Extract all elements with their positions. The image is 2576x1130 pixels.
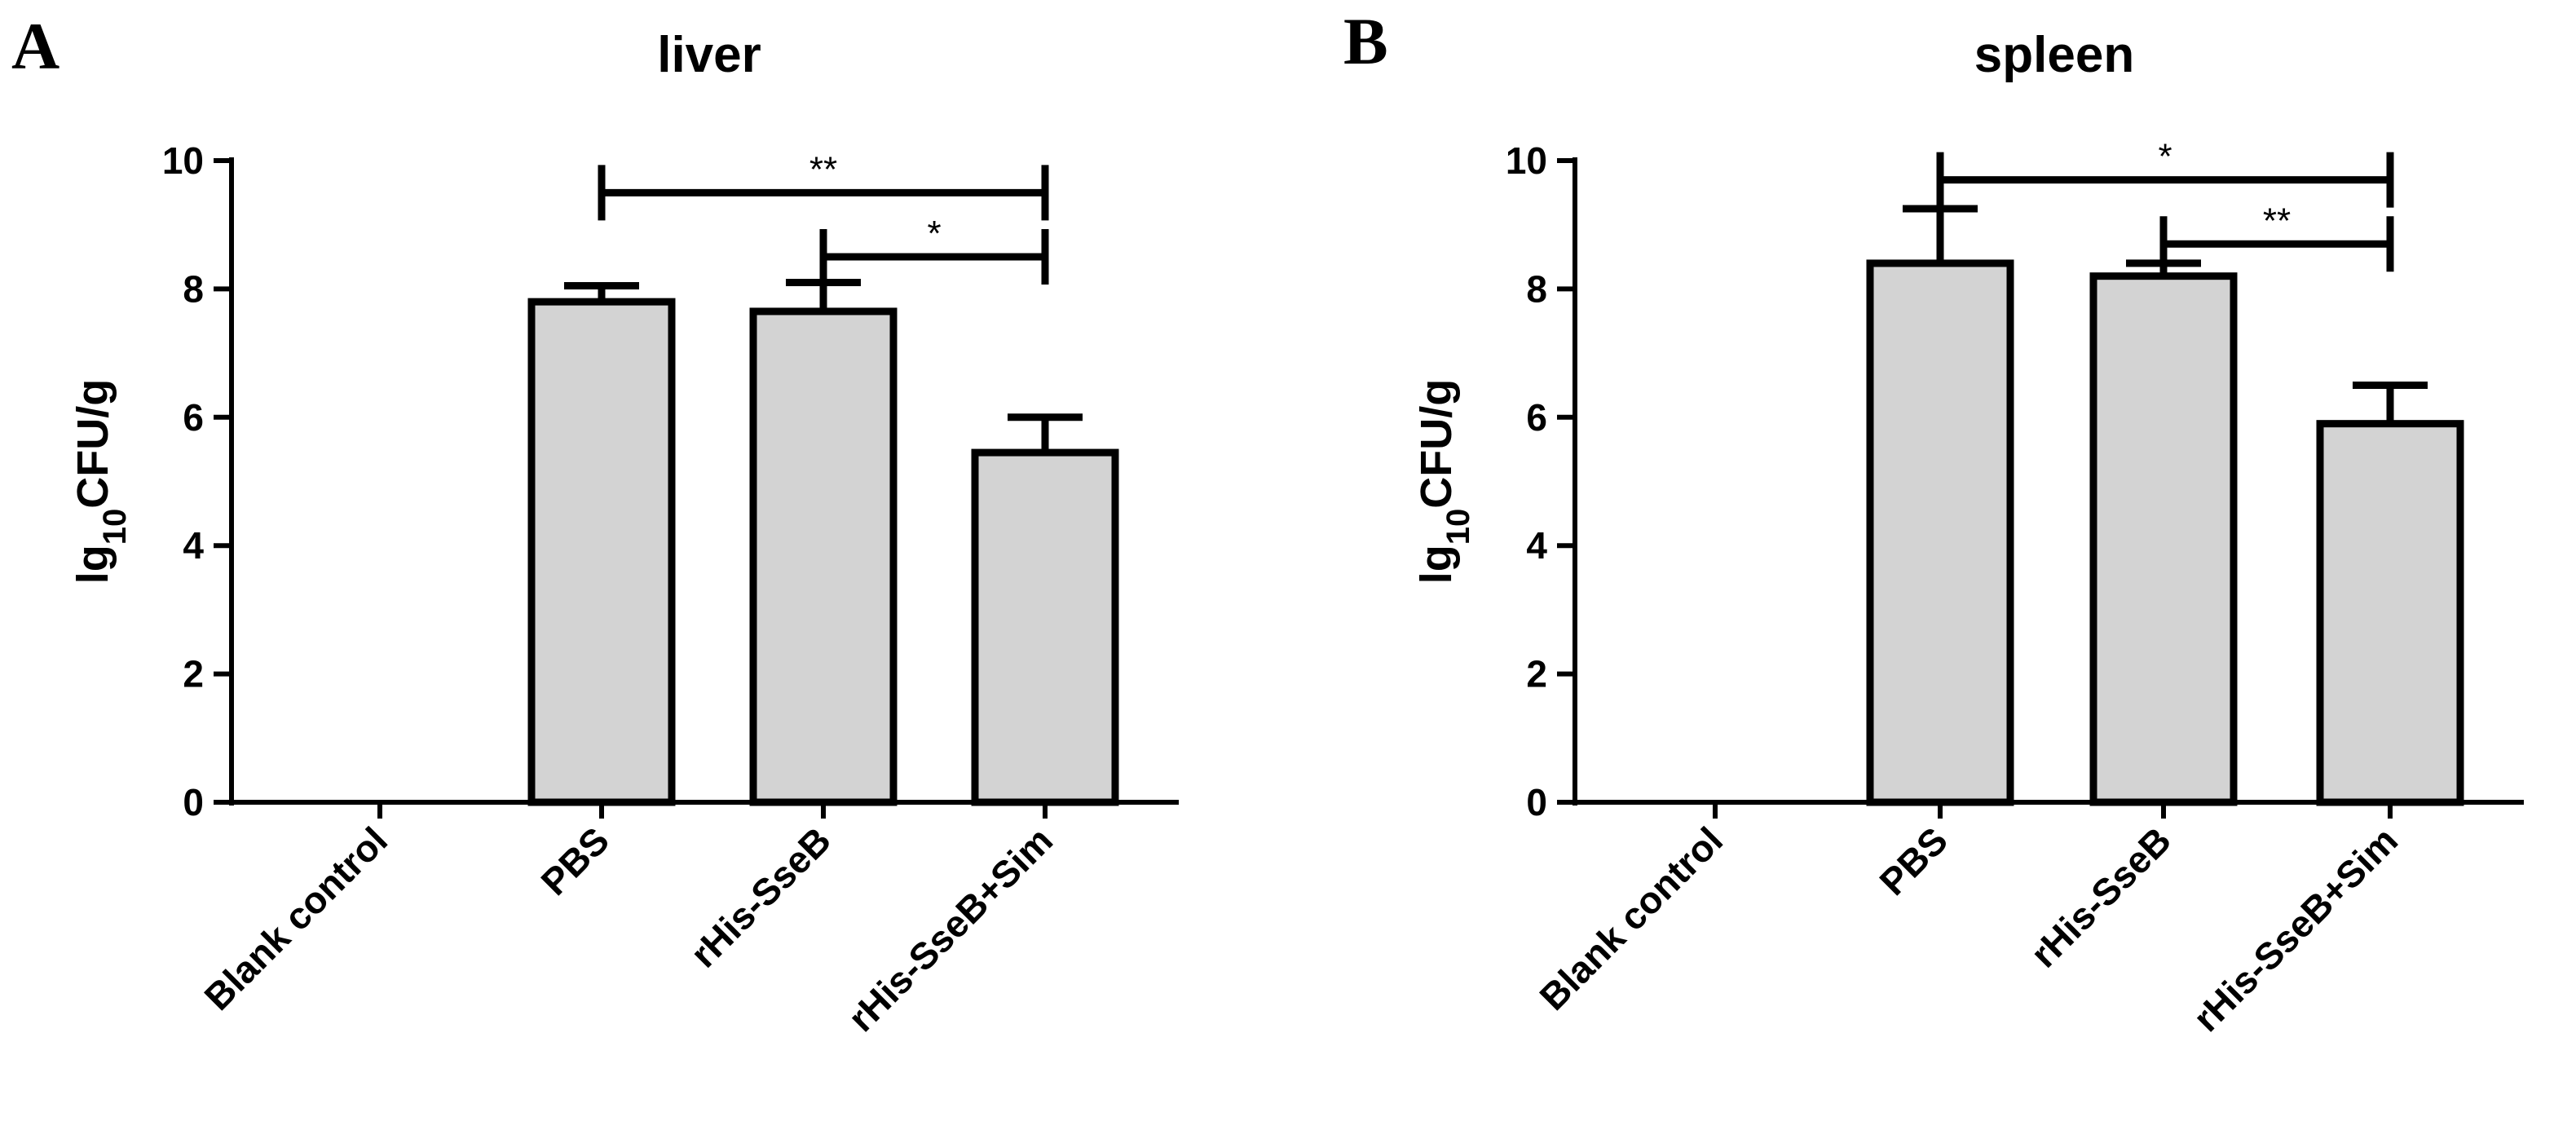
pb-bar-2 <box>2089 272 2238 806</box>
pa-y-tick-label-4: 4 <box>183 524 204 567</box>
pb-y-tick-label-2: 2 <box>1526 653 1547 695</box>
pa-sig-label-0: ** <box>809 149 837 189</box>
pb-y-tick-label-8: 8 <box>1526 267 1547 310</box>
pa-category-label-2: rHis-SseB <box>682 819 839 975</box>
pa-y-tick-label-8: 8 <box>183 267 204 310</box>
pb-y-tick-label-4: 4 <box>1526 524 1547 567</box>
pb-y-tick-label-0: 0 <box>1526 781 1547 823</box>
pa-category-label-3: rHis-SseB+Sim <box>840 819 1061 1040</box>
pb-sig-label-1: ** <box>2263 201 2291 241</box>
pa-sig-label-1: * <box>927 214 941 254</box>
pb-y-tick-label-10: 10 <box>1506 139 1547 182</box>
pb-bar-3 <box>2316 420 2464 806</box>
chart-liver: 0 2 4 6 8 10 Blank control PBS rHis-SseB rHis-Sse… <box>68 139 1179 1040</box>
panel-letter-b: B <box>1343 4 1388 78</box>
pb-category-label-2: rHis-SseB <box>2022 819 2179 975</box>
pa-bar-1 <box>527 298 676 806</box>
pa-y-tick-label-0: 0 <box>183 781 204 823</box>
pb-y-axis-label: lg10CFU/g <box>1412 379 1476 584</box>
pa-bar-2 <box>749 307 898 806</box>
chart-title-liver: liver <box>657 27 761 83</box>
pa-category-label-0: Blank control <box>196 819 395 1018</box>
pb-category-label-3: rHis-SseB+Sim <box>2185 819 2406 1040</box>
chart-title-spleen: spleen <box>1974 27 2134 83</box>
pa-y-tick-label-6: 6 <box>183 396 204 439</box>
pb-sig-label-0: * <box>2158 137 2172 177</box>
panel-letter-a: A <box>11 9 60 83</box>
pb-category-label-0: Blank control <box>1531 819 1731 1018</box>
pa-y-tick-label-10: 10 <box>162 139 204 182</box>
pb-y-tick-label-6: 6 <box>1526 396 1547 439</box>
pa-y-tick-label-2: 2 <box>183 653 204 695</box>
chart-spleen: 0 2 4 6 8 10 Blank control PBS rHis-SseB rHis-Sse… <box>1412 137 2524 1040</box>
pa-bar-3 <box>971 448 1119 806</box>
pa-category-label-1: PBS <box>532 819 617 903</box>
pa-y-axis-label: lg10CFU/g <box>68 379 133 584</box>
pb-category-label-1: PBS <box>1871 819 1956 903</box>
pb-bar-1 <box>1866 259 2014 806</box>
